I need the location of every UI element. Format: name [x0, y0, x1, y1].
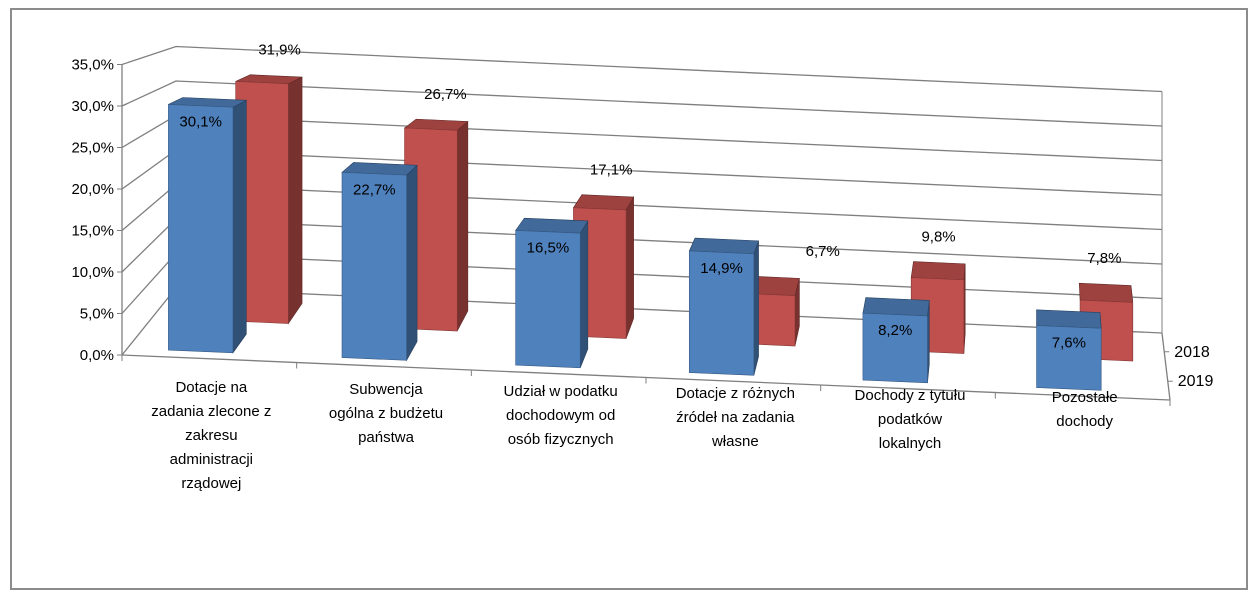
category-label: Subwencja ogólna z budżetu państwa	[329, 381, 443, 446]
category-label: Dotacje na zadania zlecone z zakresu admini…	[151, 379, 271, 492]
bar-2019-top	[1036, 309, 1102, 329]
y-tick-label: 0,0%	[80, 347, 114, 364]
y-tick-label: 25,0%	[71, 140, 114, 157]
data-label-2018: 31,9%	[258, 42, 301, 59]
bar-2018-top	[910, 261, 966, 281]
data-label-2018: 26,7%	[424, 86, 467, 103]
depth-axis-label: 2019	[1178, 373, 1214, 390]
bar-2019-front	[515, 230, 581, 369]
category-label: Pozostałe dochody	[1052, 389, 1118, 430]
data-label-2019: 30,1%	[179, 113, 222, 130]
bar-2019-side	[579, 219, 589, 368]
depth-axis-label: 2018	[1174, 344, 1210, 361]
data-label-2018: 7,8%	[1087, 250, 1121, 267]
bar-2019-side	[406, 164, 418, 362]
gridline	[121, 45, 1163, 93]
y-tick-label: 20,0%	[71, 181, 114, 198]
bar-2018-side	[288, 76, 303, 325]
data-label-2018: 9,8%	[921, 229, 955, 246]
data-label-2019: 22,7%	[353, 181, 396, 198]
bar-2019-side	[753, 240, 759, 376]
bar-2019-side	[232, 99, 247, 354]
bar-2019-front	[862, 312, 928, 384]
bar-2019-front	[1036, 325, 1102, 391]
bar-2018-top	[572, 194, 635, 211]
data-label-2019: 7,6%	[1052, 335, 1086, 352]
y-tick-label: 30,0%	[71, 98, 114, 115]
category-label: Dochody z tytułu podatków lokalnych	[855, 387, 966, 452]
category-label: Dotacje z różnych źródeł na zadania własne	[676, 385, 795, 450]
y-tick-label: 15,0%	[71, 223, 114, 240]
bar-2019-top	[862, 297, 930, 317]
data-label-2019: 14,9%	[700, 260, 743, 277]
depth-axis-line	[1161, 332, 1171, 401]
bar-2019-front	[341, 172, 407, 361]
y-tick-label: 5,0%	[80, 306, 114, 323]
bar-2018-top	[1078, 282, 1134, 303]
y-tick-label: 10,0%	[71, 264, 114, 281]
bar-2019-front	[168, 104, 234, 354]
data-label-2018: 17,1%	[590, 162, 633, 179]
bar-2019-front	[688, 250, 755, 376]
category-label: Udział w podatku dochodowym od osób fizycz…	[504, 383, 618, 448]
data-label-2018: 6,7%	[806, 243, 840, 260]
y-tick-label: 35,0%	[71, 57, 114, 74]
gridline	[121, 80, 1163, 127]
data-label-2019: 8,2%	[878, 322, 912, 339]
bar-2018-side	[456, 120, 469, 332]
bar-2018-side	[625, 195, 634, 339]
data-label-2019: 16,5%	[527, 239, 570, 256]
